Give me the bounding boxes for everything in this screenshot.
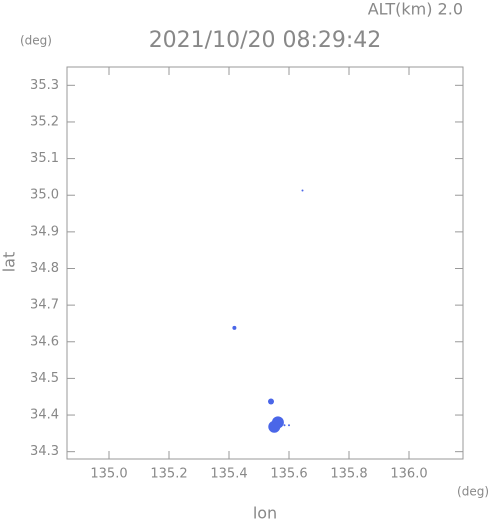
point xyxy=(232,325,237,330)
point xyxy=(268,420,281,433)
chart-title: 2021/10/20 08:29:42 xyxy=(149,28,382,53)
point xyxy=(268,398,274,405)
y-tick-label: 34.6 xyxy=(30,334,59,349)
point xyxy=(301,189,304,192)
x-tick-label: 136.0 xyxy=(390,467,427,482)
y-tick-label: 35.2 xyxy=(30,114,59,129)
y-tick-label: 34.3 xyxy=(30,444,59,459)
y-axis-label: lat xyxy=(0,252,19,273)
y-tick-label: 34.9 xyxy=(30,224,59,239)
x-tick-label: 135.2 xyxy=(150,467,187,482)
x-unit: (deg) xyxy=(457,485,489,499)
x-tick-label: 135.4 xyxy=(210,467,247,482)
x-axis-label: lon xyxy=(253,504,277,521)
y-unit: (deg) xyxy=(20,34,52,48)
y-tick-label: 35.1 xyxy=(30,151,59,166)
point xyxy=(288,424,290,427)
y-tick-label: 34.5 xyxy=(30,371,59,386)
altitude: ALT(km) 2.0 xyxy=(368,0,463,19)
y-tick-label: 35.0 xyxy=(30,188,59,203)
y-tick-label: 34.7 xyxy=(30,298,59,313)
x-tick-label: 135.0 xyxy=(90,467,127,482)
y-tick-label: 34.4 xyxy=(30,408,59,423)
y-tick-label: 35.3 xyxy=(30,78,59,93)
y-tick-label: 34.8 xyxy=(30,261,59,276)
point xyxy=(283,424,286,427)
x-tick-label: 135.8 xyxy=(330,467,367,482)
plot-frame xyxy=(66,66,464,460)
x-tick-label: 135.6 xyxy=(270,467,307,482)
